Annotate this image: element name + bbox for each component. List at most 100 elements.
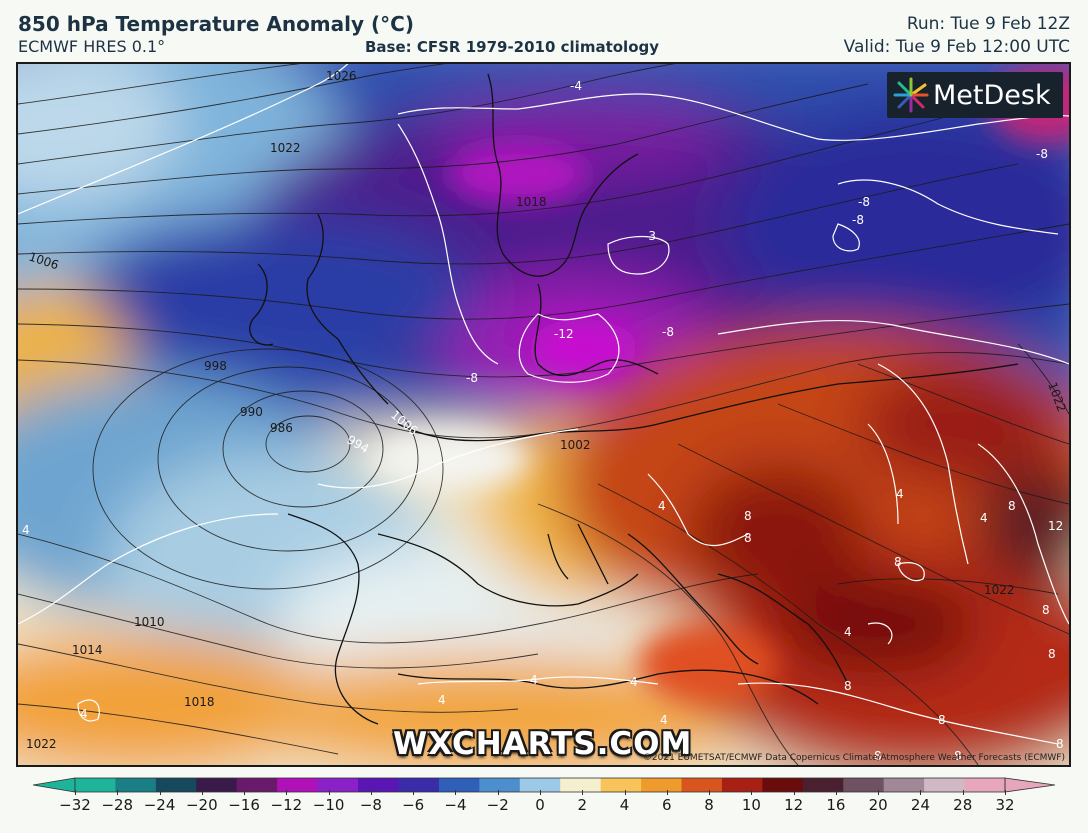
colorbar-tick-mark [159,790,161,795]
map-canvas: 1026 1022 1018 1006 998 990 986 994 1002… [18,64,1069,765]
colorbar-segment [196,778,238,792]
colorbar-segment [236,778,278,792]
colorbar-scale [32,777,1056,793]
anomaly-label: 8 [894,555,902,569]
isobar-label: 1022 [270,141,301,155]
isobar-label: 1018 [516,195,547,209]
colorbar-tick-label: 4 [619,796,630,814]
colorbar-tick-label: 28 [953,796,973,814]
colorbar-tick-mark [962,790,964,795]
colorbar-min-arrow [32,777,76,793]
colorbar-segment [519,778,561,792]
colorbar-tick-label: −6 [402,796,425,814]
anomaly-label: 8 [844,679,852,693]
isobar-label: 1022 [984,583,1015,597]
colorbar-tick-mark [751,790,753,795]
colorbar-segment [277,778,319,792]
colorbar-tick-label: 0 [535,796,545,814]
colorbar-segment [358,778,399,792]
colorbar-tick-mark [286,790,288,795]
anomaly-label: 4 [896,487,904,501]
colorbar-segment [681,778,723,792]
isobar-label: 1026 [326,69,357,83]
colorbar-tick-mark [75,790,76,795]
isobar-label: 1018 [184,695,215,709]
anomaly-label: 8 [1042,603,1050,617]
watermark: WXCHARTS.COM [393,726,693,762]
anomaly-label: 4 [660,713,668,727]
colorbar-tick-mark [793,790,795,795]
isobar-label: 1014 [72,643,103,657]
colorbar-tick-mark [244,790,246,795]
isobar-label: 1022 [26,737,57,751]
anomaly-label: -8 [466,371,478,385]
colorbar-tick-label: −8 [359,796,382,814]
anomaly-label: 8 [938,713,946,727]
colorbar-tick-mark [370,790,372,795]
colorbar-tick-label: −20 [185,796,218,814]
colorbar-segment [115,778,157,792]
copyright-note: ©2021 EUMETSAT/ECMWF Data Copernicus Cli… [642,753,1065,763]
colorbar-tick-mark [878,790,880,795]
colorbar-tick-label: 20 [868,796,888,814]
anomaly-label: 8 [954,749,962,763]
anomaly-label: -8 [852,213,864,227]
colorbar-tick-label: −28 [101,796,134,814]
anomaly-label: 4 [438,693,446,707]
isobar-label: 998 [204,359,227,373]
anomaly-label: 4 [80,707,88,721]
colorbar-tick-mark [1005,790,1006,795]
anomaly-label: -8 [858,195,870,209]
colorbar-tick-mark [835,790,837,795]
colorbar-tick-label: 10 [741,796,761,814]
anomaly-label: 8 [1008,499,1016,513]
colorbar-tick-label: 24 [910,796,930,814]
colorbar-tick-label: 6 [662,796,672,814]
anomaly-label: 8 [744,531,752,545]
anomaly-label: -8 [662,325,674,339]
colorbar-segment [560,778,602,792]
colorbar-ticks: −32 −28 −24 −20 −16 −12 −10 −8 −6 −4 −2 0 2 4 6 8 10 12 16… [30,790,1058,822]
anomaly-label: 4 [844,625,852,639]
colorbar-tick-label: −2 [486,796,509,814]
anomaly-label: 4 [980,511,988,525]
run-time: Run: Tue 9 Feb 12Z [906,14,1070,34]
colorbar-segment [883,778,925,792]
anomaly-label: -3 [644,229,656,243]
colorbar-tick-label: 12 [784,796,804,814]
chart-title: 850 hPa Temperature Anomaly (°C) [18,12,414,36]
colorbar-segment [398,778,440,792]
colorbar-segment [924,778,966,792]
colorbar-segment [317,778,359,792]
colorbar-segment [762,778,804,792]
anomaly-label: 4 [630,675,638,689]
anomaly-map[interactable]: 1026 1022 1018 1006 998 990 986 994 1002… [16,62,1071,767]
colorbar-segment [600,778,642,792]
colorbar-tick-mark [328,790,330,795]
anomaly-label: -12 [554,327,574,341]
colorbar-tick-mark [497,790,499,795]
climatology-base: Base: CFSR 1979-2010 climatology [365,38,660,56]
colorbar-tick-label: −24 [143,796,176,814]
colorbar-segment [155,778,197,792]
anomaly-label: 8 [744,509,752,523]
colorbar-tick-label: −32 [59,796,91,814]
anomaly-label: 4 [530,673,538,687]
isobar-label: 1010 [134,615,165,629]
metdesk-logo: MetDesk [887,72,1063,118]
isobar-label: 990 [240,405,263,419]
anomaly-label: 4 [22,523,30,537]
colorbar-segment [964,778,1006,792]
colorbar-segment [641,778,683,792]
anomaly-label: 12 [1048,519,1063,533]
colorbar-tick-label: 8 [704,796,714,814]
colorbar-max-arrow [1004,777,1056,793]
isobar-label: 1002 [560,438,591,452]
colorbar-tick-mark [117,790,119,795]
colorbar-tick-mark [920,790,922,795]
colorbar-tick-mark [413,790,415,795]
valid-time: Valid: Tue 9 Feb 12:00 UTC [843,37,1070,57]
chart-header: 850 hPa Temperature Anomaly (°C) ECMWF H… [0,0,1088,62]
colorbar-segment [75,778,116,792]
colorbar-tick-label: 16 [826,796,846,814]
